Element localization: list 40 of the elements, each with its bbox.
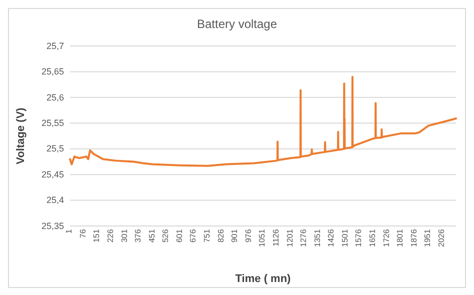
x-axis-title: Time ( mn)	[235, 273, 292, 285]
y-tick-label: 25,4	[46, 195, 64, 206]
chart-title: Battery voltage	[196, 17, 278, 31]
x-tick-label: 1126	[271, 228, 280, 246]
x-tick-label: 1576	[354, 228, 364, 247]
y-tick-label: 25,7	[46, 40, 64, 51]
x-tick-label: 301	[120, 228, 129, 243]
x-tick-label: 751	[202, 228, 212, 243]
x-tick-label: 376	[134, 228, 143, 243]
x-tick-label: 1876	[409, 228, 418, 247]
y-tick-label: 25,65	[41, 66, 64, 77]
x-tick-label: 76	[78, 228, 88, 238]
x-tick-label: 676	[188, 228, 198, 243]
x-tick-label: 1801	[396, 228, 405, 247]
x-tick-label: 526	[161, 228, 170, 243]
y-tick-label: 25,55	[41, 118, 64, 128]
y-axis-title: Voltage (V)	[15, 107, 27, 164]
x-tick-label: 976	[244, 228, 253, 243]
y-tick-label: 25,5	[46, 144, 64, 154]
x-tick-label: 1951	[423, 228, 432, 247]
x-tick-label: 1726	[382, 228, 391, 247]
x-tick-label: 451	[147, 228, 156, 243]
line-series	[69, 76, 457, 167]
x-tick-label: 151	[92, 228, 102, 243]
x-tick-label: 1351	[312, 228, 322, 247]
x-tick-label: 601	[174, 228, 184, 243]
x-tick-label: 826	[216, 228, 226, 243]
x-tick-label: 1201	[285, 228, 294, 247]
y-tick-label: 25,6	[46, 92, 64, 102]
x-tick-label: 1651	[368, 228, 378, 247]
x-tick-label: 901	[230, 228, 240, 243]
x-tick-label: 1051	[258, 228, 267, 247]
y-tick-label: 25,35	[41, 220, 64, 231]
x-tick-label: 1	[64, 228, 74, 234]
x-tick-label: 226	[106, 228, 115, 243]
x-tick-label: 1276	[299, 228, 308, 247]
x-tick-label: 1501	[340, 228, 350, 247]
x-tick-label: 2026	[436, 228, 446, 247]
y-tick-label: 25,45	[41, 169, 64, 180]
x-tick-label: 1426	[326, 228, 336, 247]
